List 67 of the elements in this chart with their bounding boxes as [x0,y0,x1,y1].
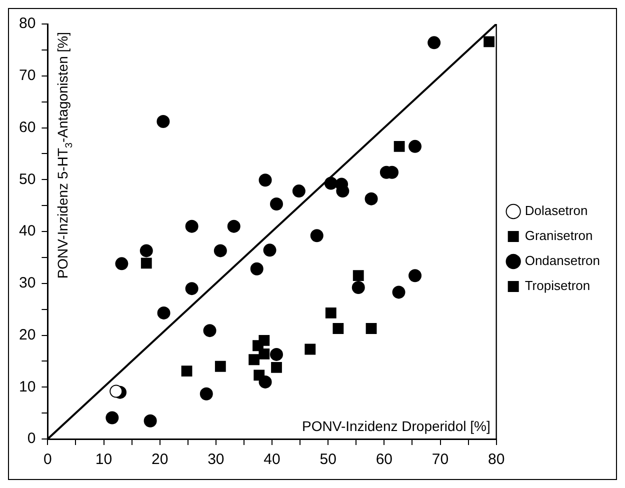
point [292,184,306,198]
y-tick-label: 20 [18,326,36,344]
point [258,375,272,388]
point [428,36,441,50]
point [304,344,316,355]
point [352,281,365,294]
point [392,286,406,299]
point [157,306,170,320]
point [310,229,324,242]
point [214,360,226,372]
x-tick-label: 30 [208,451,224,468]
y-axis-title: PONV-Inzidenz 5-HT3-Antagonisten [%] [54,32,75,279]
legend-label: Ondansetron [524,253,600,268]
x-axis-title: PONV-Inzidenz Droperidol [%] [302,418,490,434]
point [352,270,364,282]
point [366,323,377,334]
point [271,362,282,373]
x-tick-label: 10 [95,451,112,468]
point [203,324,216,338]
point [408,269,422,282]
y-tick-label: 0 [27,430,36,448]
point [140,258,152,269]
x-tick-label: 60 [376,451,393,468]
legend-label: Dolasetron [524,203,588,218]
point [258,174,272,187]
point [408,140,422,153]
point [250,262,264,276]
legend-label: Tropisetron [524,278,590,294]
x-tick-label: 50 [320,451,336,468]
point [140,244,153,258]
y-tick-label: 60 [18,118,36,136]
point [106,411,119,424]
point [258,348,270,360]
point [115,257,128,270]
point [144,414,157,428]
point [332,323,344,334]
point [227,220,240,233]
point [263,244,276,257]
x-tick-label: 70 [432,451,449,468]
point [270,348,283,361]
point [156,115,170,128]
legend-label: Granisetron [524,228,593,244]
point [394,140,405,152]
point [252,340,264,352]
point [270,198,283,211]
point [364,192,378,206]
x-tick-label: 80 [488,451,505,468]
point [200,387,213,400]
point [185,282,198,296]
point [336,184,350,198]
y-tick-label: 30 [18,274,36,292]
point [248,354,260,366]
y-tick-label: 50 [18,170,36,188]
y-tick-label: 10 [18,378,36,396]
point [214,244,227,258]
y-tick-label: 70 [18,67,36,84]
x-tick-label: 20 [152,451,168,468]
x-tick-label: 0 [44,451,52,468]
point [185,220,198,233]
x-tick-label: 40 [264,451,280,468]
point [484,36,494,48]
point [110,384,123,398]
point [325,307,336,318]
point [181,366,192,376]
y-tick-label: 40 [18,222,36,240]
point [324,176,338,190]
y-tick-label: 80 [18,15,36,32]
